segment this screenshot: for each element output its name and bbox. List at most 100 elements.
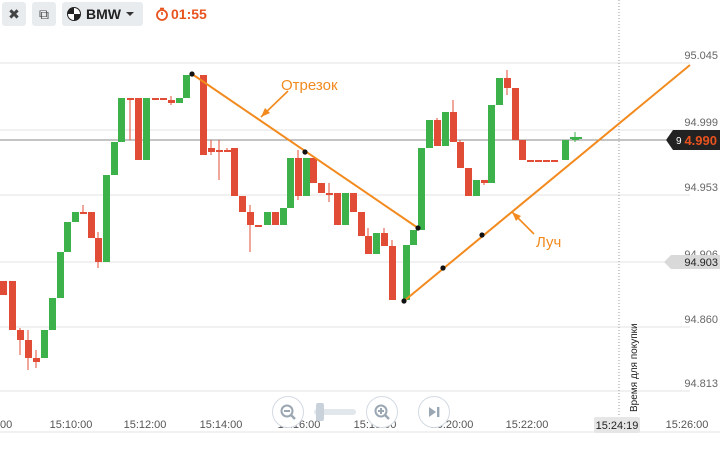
candle-body (64, 222, 71, 252)
candle-body (239, 196, 246, 212)
candle-body (504, 78, 511, 88)
zoom-controls (272, 396, 450, 428)
chevron-down-icon (126, 12, 134, 16)
candle-body (25, 340, 32, 358)
candle-body (358, 212, 365, 236)
y-tick-label: 94.860 (684, 314, 718, 326)
anchor-point (415, 225, 421, 231)
candle-body (57, 252, 64, 298)
asset-name: BMW (86, 6, 121, 22)
candle-body (280, 208, 287, 225)
candle-body (9, 281, 16, 330)
asset-logo-icon (67, 7, 81, 21)
candle-body (33, 358, 40, 362)
candle-body (95, 238, 102, 262)
x-tick-label: 15:12:00 (124, 419, 167, 431)
arrow-head (512, 212, 521, 221)
x-tick-label: 15:22:00 (506, 419, 549, 431)
close-button[interactable]: ✖ (2, 2, 26, 26)
candle-body (111, 142, 118, 175)
candle-body (334, 193, 341, 225)
anchor-point (189, 71, 195, 77)
candle-body (512, 88, 519, 140)
y-tick-label: 95.045 (684, 50, 718, 62)
candle-body (381, 233, 388, 246)
toolbar: ✖ ⧉ BMW 01:55 (0, 0, 207, 28)
candle-body (450, 112, 457, 142)
candle-body (247, 212, 254, 225)
stopwatch-icon (156, 7, 168, 21)
candle-body (543, 160, 550, 162)
candle-body (418, 148, 425, 230)
current-price-value: 4.990 (684, 133, 717, 148)
zoom-slider[interactable] (314, 403, 356, 421)
zoom-slider-handle[interactable] (316, 403, 324, 421)
y-tick-label: 94.999 (684, 117, 718, 129)
candle-body (350, 193, 357, 212)
candle-body (224, 150, 231, 152)
candle-body (403, 245, 410, 300)
candle-body (103, 175, 110, 262)
candle-body (176, 98, 183, 103)
ref-price-tag (664, 255, 720, 269)
candle-body (527, 160, 534, 162)
x-tick-label: 15:10:00 (50, 419, 93, 431)
drawn-lines (189, 64, 691, 304)
candle-body (442, 112, 449, 146)
candle-body (152, 98, 159, 100)
anchor-point (440, 265, 446, 271)
candles (0, 70, 579, 370)
ray-line (403, 64, 691, 302)
annotation-label: Отрезок (281, 77, 338, 94)
candle-body (303, 158, 310, 196)
current-price-tag (666, 130, 720, 150)
candle-body (426, 120, 433, 148)
candle-body (434, 120, 441, 146)
window-mode-button[interactable]: ⧉ (32, 2, 56, 26)
arrow-head (261, 108, 270, 117)
timer-value: 01:55 (171, 6, 207, 22)
candle-body (287, 158, 294, 208)
candle-body (488, 105, 495, 183)
candle-body (80, 212, 87, 214)
y-tick-label: 94.813 (684, 378, 718, 390)
x-tick-label: 15:26:00 (666, 419, 709, 431)
annotation-label: Луч (536, 234, 561, 251)
candle-body (318, 183, 325, 193)
candle-body (160, 98, 167, 100)
candle-body (365, 236, 372, 254)
anchor-point (302, 149, 308, 155)
candle-body (519, 140, 526, 160)
jump-to-now-button[interactable] (418, 396, 450, 428)
candle-body (562, 140, 569, 160)
candle-body (88, 212, 95, 238)
candle-body (143, 98, 150, 160)
candle-body (410, 230, 417, 245)
candle-body (17, 330, 24, 340)
candle-body (231, 148, 238, 196)
expiry-timer: 01:55 (155, 6, 207, 22)
purchase-time-label: Время для покупки (629, 323, 640, 412)
candle-body (208, 148, 215, 152)
close-icon: ✖ (8, 5, 20, 22)
asset-selector[interactable]: BMW (62, 2, 143, 26)
zoom-out-button[interactable] (272, 396, 304, 428)
candle-body (481, 180, 488, 183)
candle-body (326, 193, 333, 195)
x-tick-label: 00 (0, 419, 12, 431)
anchor-point (479, 232, 485, 238)
zoom-out-icon (280, 404, 296, 420)
candle-body (535, 160, 542, 162)
purchase-time-box (594, 417, 640, 433)
candle-body (168, 100, 175, 103)
candle-body (49, 298, 56, 330)
zoom-in-button[interactable] (366, 396, 398, 428)
candle-body (272, 212, 279, 225)
candle-body (135, 98, 142, 160)
zoom-in-icon (374, 404, 390, 420)
ref-price-value: 94.903 (684, 257, 718, 269)
candle-body (72, 212, 79, 222)
candle-body (41, 330, 48, 358)
